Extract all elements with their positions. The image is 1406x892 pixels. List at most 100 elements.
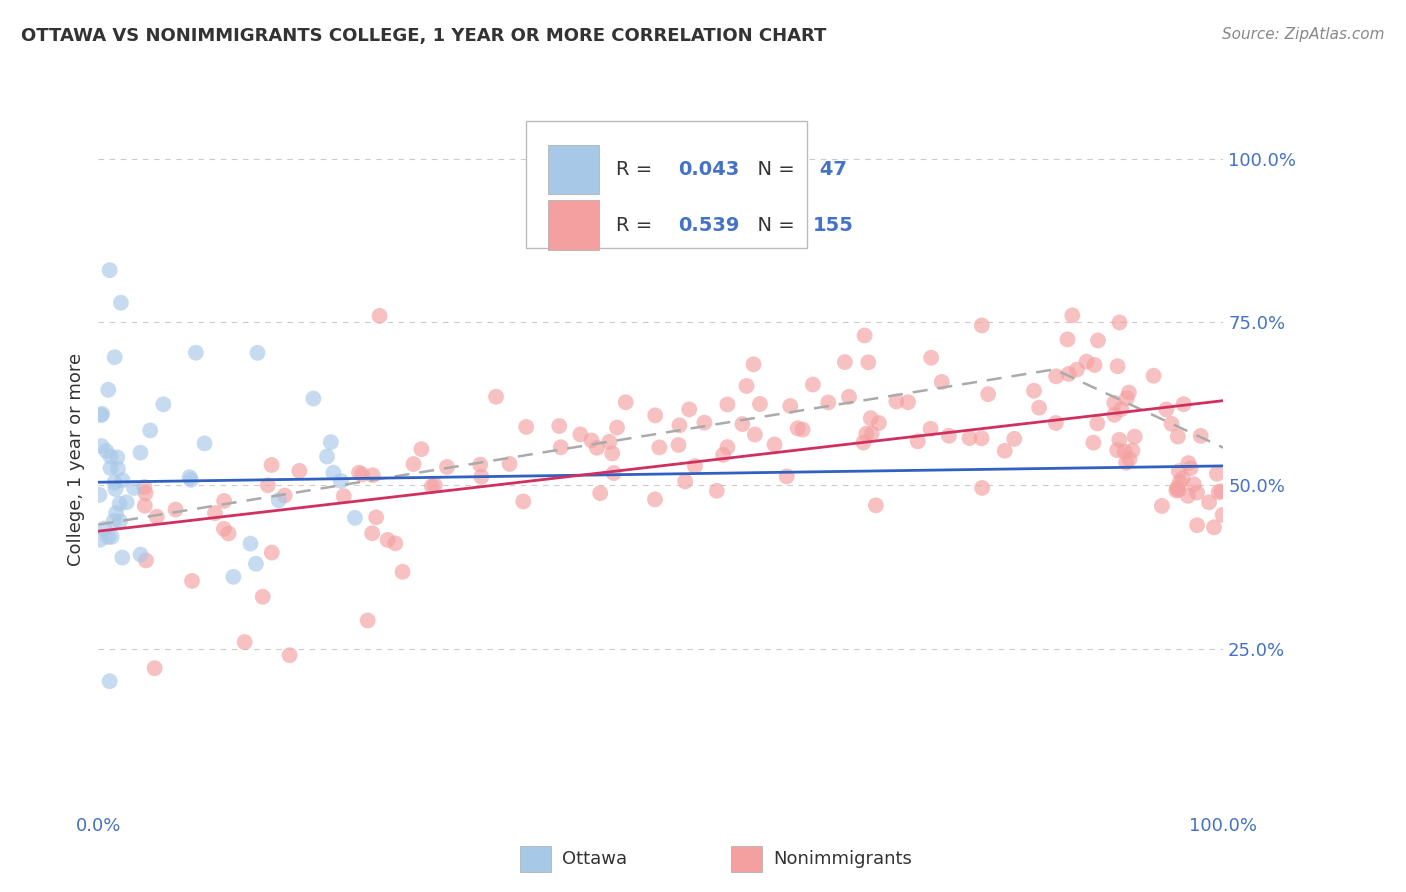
Point bbox=[865, 499, 887, 513]
Point bbox=[129, 548, 152, 562]
Point bbox=[606, 420, 628, 434]
Point bbox=[834, 355, 856, 369]
Point bbox=[361, 526, 384, 541]
Text: R =: R = bbox=[616, 160, 658, 178]
Point bbox=[377, 533, 399, 547]
Point bbox=[1177, 489, 1199, 503]
Point bbox=[96, 444, 118, 458]
Point bbox=[779, 399, 801, 413]
Point bbox=[1104, 396, 1126, 410]
Point bbox=[581, 434, 603, 448]
Point bbox=[1083, 435, 1105, 450]
Point bbox=[1114, 444, 1136, 458]
Point bbox=[181, 574, 204, 588]
Point bbox=[222, 570, 245, 584]
Point bbox=[852, 435, 875, 450]
Point bbox=[470, 458, 492, 472]
Point bbox=[245, 557, 267, 571]
Point bbox=[139, 424, 162, 438]
Point bbox=[920, 351, 942, 365]
Point bbox=[1173, 397, 1195, 411]
Point bbox=[91, 407, 114, 421]
Point bbox=[931, 375, 953, 389]
Point bbox=[668, 438, 690, 452]
Point bbox=[603, 466, 626, 480]
Point bbox=[105, 450, 128, 465]
Point bbox=[129, 445, 152, 459]
Point bbox=[1066, 362, 1088, 376]
Point bbox=[108, 497, 131, 511]
Point bbox=[972, 481, 994, 495]
Point bbox=[1084, 358, 1107, 372]
Point bbox=[411, 442, 433, 457]
Point bbox=[347, 466, 370, 480]
Point bbox=[436, 460, 458, 475]
Point bbox=[1168, 475, 1191, 489]
Point bbox=[868, 416, 890, 430]
Point bbox=[110, 295, 132, 310]
Point bbox=[598, 434, 620, 449]
Point bbox=[100, 461, 122, 475]
Point bbox=[1108, 433, 1130, 447]
Point bbox=[1107, 359, 1129, 374]
Text: R =: R = bbox=[616, 216, 658, 235]
Text: N =: N = bbox=[745, 216, 801, 235]
Point bbox=[1160, 417, 1182, 431]
Point bbox=[678, 402, 700, 417]
Point bbox=[204, 506, 226, 520]
Point bbox=[1177, 456, 1199, 470]
Point bbox=[786, 421, 808, 435]
Point bbox=[1167, 430, 1189, 444]
Point bbox=[614, 395, 637, 409]
Point bbox=[239, 536, 262, 550]
Point bbox=[957, 431, 980, 445]
Point bbox=[1028, 401, 1050, 415]
Point bbox=[111, 473, 134, 487]
Point bbox=[90, 409, 112, 423]
Point bbox=[775, 469, 797, 483]
Point bbox=[853, 328, 876, 343]
Point bbox=[1002, 432, 1025, 446]
Point bbox=[907, 434, 929, 449]
Point bbox=[1123, 430, 1146, 444]
Point bbox=[90, 439, 112, 453]
Point bbox=[977, 387, 1000, 401]
Point bbox=[1198, 495, 1220, 509]
Point bbox=[1057, 367, 1080, 381]
Point bbox=[107, 462, 129, 476]
Point bbox=[1185, 518, 1208, 533]
Point bbox=[970, 431, 993, 445]
Point bbox=[152, 397, 174, 411]
FancyBboxPatch shape bbox=[548, 201, 599, 250]
Point bbox=[470, 469, 492, 483]
Point bbox=[233, 635, 256, 649]
Point bbox=[644, 409, 666, 423]
Point bbox=[134, 480, 156, 494]
Point bbox=[485, 390, 508, 404]
FancyBboxPatch shape bbox=[526, 121, 807, 248]
Point bbox=[569, 427, 592, 442]
Point bbox=[122, 481, 145, 495]
Point bbox=[1108, 316, 1130, 330]
Point bbox=[267, 493, 290, 508]
Point bbox=[212, 522, 235, 536]
Point bbox=[366, 510, 388, 524]
Point bbox=[273, 489, 295, 503]
Y-axis label: College, 1 year or more: College, 1 year or more bbox=[66, 353, 84, 566]
Point bbox=[1085, 417, 1108, 431]
Point bbox=[97, 383, 120, 397]
Point bbox=[391, 565, 413, 579]
Point bbox=[218, 526, 240, 541]
Point bbox=[1150, 499, 1173, 513]
Point bbox=[994, 443, 1017, 458]
Point bbox=[668, 418, 690, 433]
Point bbox=[1211, 484, 1233, 499]
Point bbox=[498, 457, 520, 471]
Point bbox=[97, 530, 120, 544]
Point bbox=[104, 350, 127, 364]
Point bbox=[316, 450, 339, 464]
Point bbox=[1121, 443, 1143, 458]
Point bbox=[859, 411, 882, 425]
Point bbox=[1115, 456, 1137, 470]
Text: N =: N = bbox=[745, 160, 801, 178]
